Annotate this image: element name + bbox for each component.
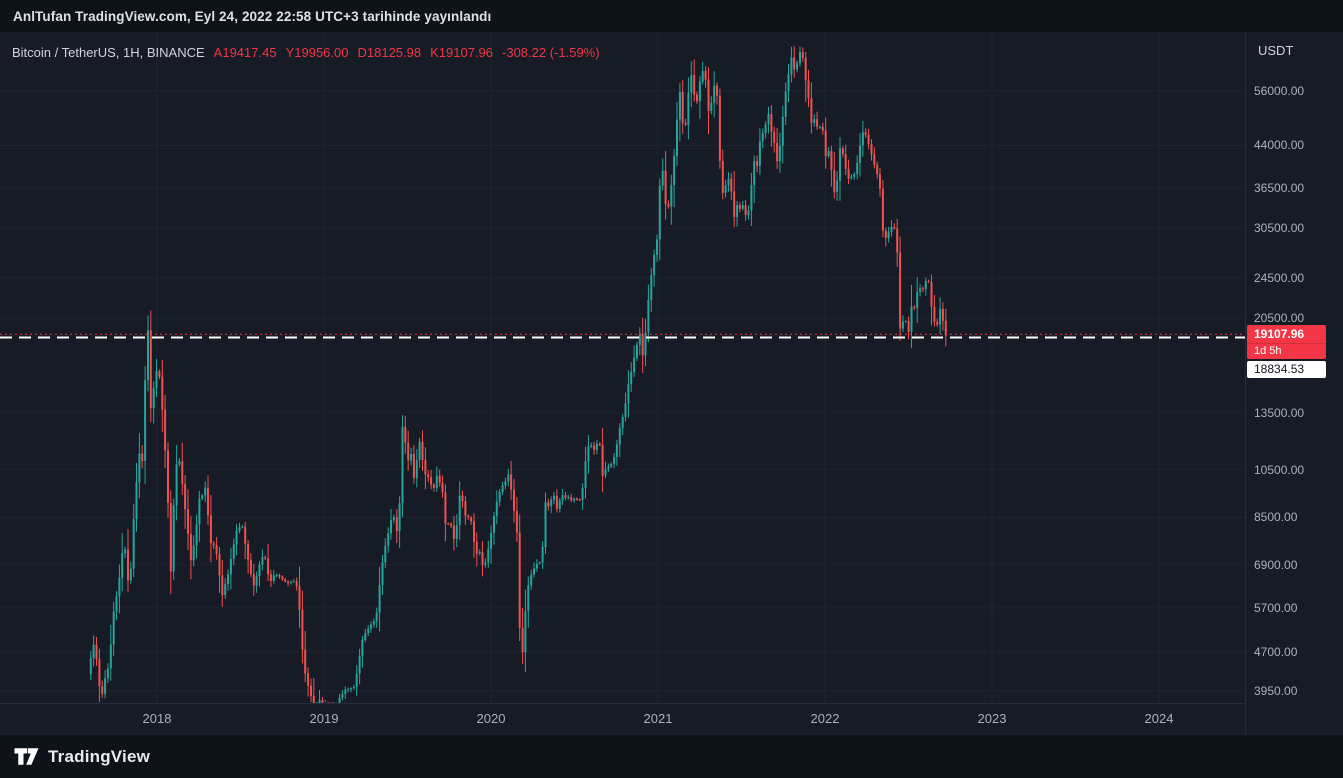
time-axis[interactable]: 2018 2019 2020 2021 2022 2023 2024: [0, 703, 1245, 736]
price-tick-label: 56000.00: [1254, 84, 1305, 98]
last-price-badge: 19107.96 1d 5h: [1247, 325, 1326, 359]
price-tick-label: 6900.00: [1254, 558, 1298, 572]
price-axis[interactable]: USDT 19107.96 1d 5h 18834.53 56000.00 440…: [1245, 32, 1343, 735]
time-tick-label: 2021: [643, 711, 673, 726]
ohlc-close: K19107.96: [430, 45, 494, 60]
price-tick-label: 5700.00: [1254, 601, 1298, 615]
symbol-legend: Bitcoin / TetherUS, 1H, BINANCE A19417.45…: [12, 45, 600, 60]
time-tick-label: 2018: [142, 711, 172, 726]
price-tick-label: 20500.00: [1254, 311, 1305, 325]
tradingview-link[interactable]: TradingView: [13, 746, 150, 767]
ohlc-open: A19417.45: [213, 45, 277, 60]
tradingview-brand-text: TradingView: [48, 746, 151, 766]
last-price-value: 19107.96: [1254, 327, 1305, 341]
price-tick-label: 3950.00: [1254, 684, 1298, 698]
time-tick-label: 2022: [810, 711, 840, 726]
publish-info-bar: AnlTufan TradingView.com, Eyl 24, 2022 2…: [0, 0, 1343, 32]
price-tick-label: 24500.00: [1254, 271, 1305, 285]
chart-panel: Bitcoin / TetherUS, 1H, BINANCE A19417.45…: [0, 32, 1343, 735]
chart-plot[interactable]: [0, 32, 1245, 703]
price-tick-label: 36500.00: [1254, 181, 1305, 195]
time-tick-label: 2023: [977, 711, 1007, 726]
currency-label: USDT: [1258, 43, 1294, 58]
ohlc-high: Y19956.00: [285, 45, 349, 60]
price-tick-label: 4700.00: [1254, 645, 1298, 659]
time-tick-label: 2020: [476, 711, 506, 726]
footer-bar: TradingView: [0, 735, 1343, 778]
time-tick-label: 2024: [1144, 711, 1174, 726]
price-tick-label: 8500.00: [1254, 510, 1298, 524]
bar-countdown: 1d 5h: [1247, 343, 1326, 359]
price-change: -308.22 (-1.59%): [502, 45, 600, 60]
publish-info-text: AnlTufan TradingView.com, Eyl 24, 2022 2…: [13, 8, 492, 24]
symbol-title: Bitcoin / TetherUS, 1H, BINANCE: [12, 45, 205, 60]
price-tick-label: 44000.00: [1254, 138, 1305, 152]
tradingview-logo: [14, 748, 39, 765]
price-tick-label: 13500.00: [1254, 406, 1305, 420]
price-level-badge: 18834.53: [1247, 361, 1326, 378]
price-tick-label: 30500.00: [1254, 221, 1305, 235]
ohlc-low: D18125.98: [357, 45, 422, 60]
price-tick-label: 10500.00: [1254, 463, 1305, 477]
time-tick-label: 2019: [309, 711, 339, 726]
